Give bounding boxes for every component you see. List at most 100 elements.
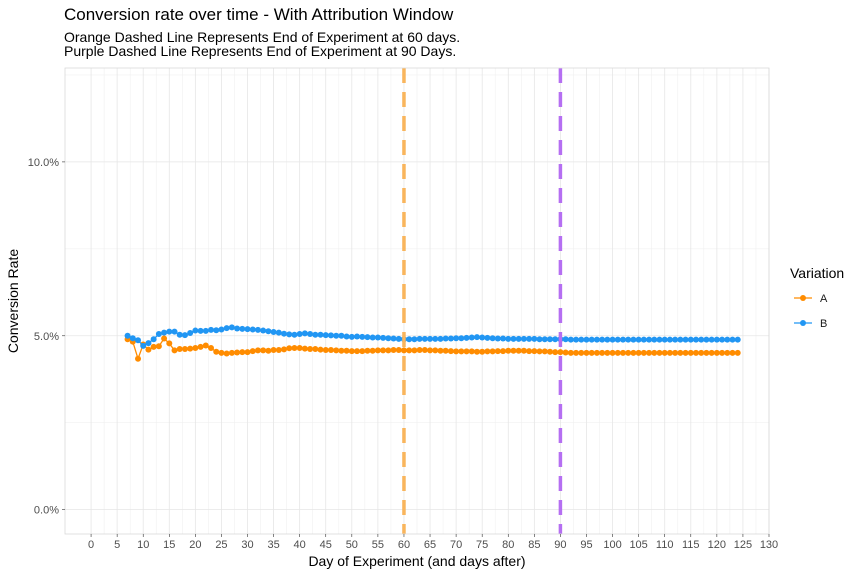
- data-point-a: [228, 349, 235, 356]
- data-point-b: [369, 334, 376, 341]
- data-point-a: [536, 348, 543, 355]
- grid-major: [65, 68, 770, 534]
- data-point-b: [260, 327, 267, 334]
- data-point-a: [348, 348, 355, 355]
- data-point-b: [656, 336, 663, 343]
- data-point-a: [531, 348, 538, 355]
- data-point-a: [661, 349, 668, 356]
- data-point-b: [635, 336, 642, 343]
- data-point-b: [672, 336, 679, 343]
- data-point-b: [703, 336, 710, 343]
- data-point-a: [359, 348, 366, 355]
- data-point-a: [234, 349, 241, 356]
- data-point-a: [703, 349, 710, 356]
- data-point-b: [609, 336, 616, 343]
- data-point-b: [442, 335, 449, 342]
- data-point-b: [150, 336, 157, 343]
- data-point-a: [578, 349, 585, 356]
- x-tick-label: 25: [215, 539, 227, 551]
- data-point-b: [708, 336, 715, 343]
- data-point-b: [301, 330, 308, 337]
- data-point-b: [687, 336, 694, 343]
- x-tick-label: 5: [114, 539, 120, 551]
- data-point-a: [369, 347, 376, 354]
- data-point-b: [343, 333, 350, 340]
- data-point-a: [421, 347, 428, 354]
- data-point-a: [713, 349, 720, 356]
- data-point-b: [338, 332, 345, 339]
- y-axis-label: Conversion Rate: [5, 249, 21, 353]
- data-point-b: [614, 336, 621, 343]
- data-point-a: [614, 349, 621, 356]
- data-point-a: [437, 347, 444, 354]
- data-point-a: [494, 348, 501, 355]
- data-point-a: [239, 349, 246, 356]
- data-point-b: [239, 325, 246, 332]
- x-tick-label: 80: [502, 539, 514, 551]
- data-point-b: [385, 335, 392, 342]
- x-tick-label: 125: [734, 539, 752, 551]
- data-point-a: [651, 349, 658, 356]
- data-point-a: [573, 349, 580, 356]
- data-point-a: [208, 344, 215, 351]
- data-point-b: [254, 326, 261, 333]
- x-tick-label: 75: [476, 539, 488, 551]
- data-point-a: [400, 347, 407, 354]
- data-point-b: [187, 329, 194, 336]
- data-point-b: [734, 336, 741, 343]
- data-point-b: [625, 336, 632, 343]
- data-point-b: [489, 335, 496, 342]
- data-point-a: [197, 343, 204, 350]
- legend-label-b: B: [820, 318, 828, 330]
- data-point-b: [630, 336, 637, 343]
- series-layer: [124, 324, 741, 362]
- data-point-b: [531, 335, 538, 342]
- chart-title: Conversion rate over time - With Attribu…: [64, 5, 454, 24]
- data-point-a: [505, 347, 512, 354]
- x-tick-label: 110: [656, 539, 674, 551]
- data-point-b: [588, 336, 595, 343]
- data-point-b: [713, 336, 720, 343]
- data-point-a: [520, 347, 527, 354]
- data-point-b: [166, 328, 173, 335]
- data-point-a: [301, 345, 308, 352]
- chart-subtitle-line-1: Orange Dashed Line Represents End of Exp…: [64, 29, 461, 45]
- data-point-a: [687, 349, 694, 356]
- x-tick-label: 55: [372, 539, 384, 551]
- data-point-a: [489, 348, 496, 355]
- data-point-a: [150, 343, 157, 350]
- data-point-b: [406, 336, 413, 343]
- data-point-b: [536, 336, 543, 343]
- data-point-a: [672, 349, 679, 356]
- x-axis-label: Day of Experiment (and days after): [308, 553, 525, 569]
- x-tick-label: 35: [267, 539, 279, 551]
- data-point-b: [307, 331, 314, 338]
- data-point-a: [218, 349, 225, 356]
- data-point-b: [463, 334, 470, 341]
- data-point-b: [552, 336, 559, 343]
- chart-subtitle-line-2: Purple Dashed Line Represents End of Exp…: [64, 43, 457, 59]
- data-point-a: [333, 347, 340, 354]
- data-point-a: [640, 349, 647, 356]
- data-point-b: [275, 329, 282, 336]
- data-point-b: [619, 336, 626, 343]
- data-point-a: [447, 348, 454, 355]
- legend-item-a: A: [790, 291, 860, 316]
- data-point-b: [380, 334, 387, 341]
- data-point-a: [254, 347, 261, 354]
- data-point-a: [515, 347, 522, 354]
- data-point-b: [197, 327, 204, 334]
- data-point-a: [708, 349, 715, 356]
- data-point-a: [354, 348, 361, 355]
- legend-key-a: [794, 295, 812, 301]
- data-point-b: [453, 335, 460, 342]
- data-point-b: [202, 327, 209, 334]
- data-point-b: [244, 326, 251, 333]
- data-point-b: [374, 334, 381, 341]
- y-axis-ticks: 0.0% 5.0% 10.0%: [28, 157, 65, 517]
- data-point-a: [364, 347, 371, 354]
- data-point-a: [427, 347, 434, 354]
- data-point-a: [286, 345, 293, 352]
- data-point-b: [677, 336, 684, 343]
